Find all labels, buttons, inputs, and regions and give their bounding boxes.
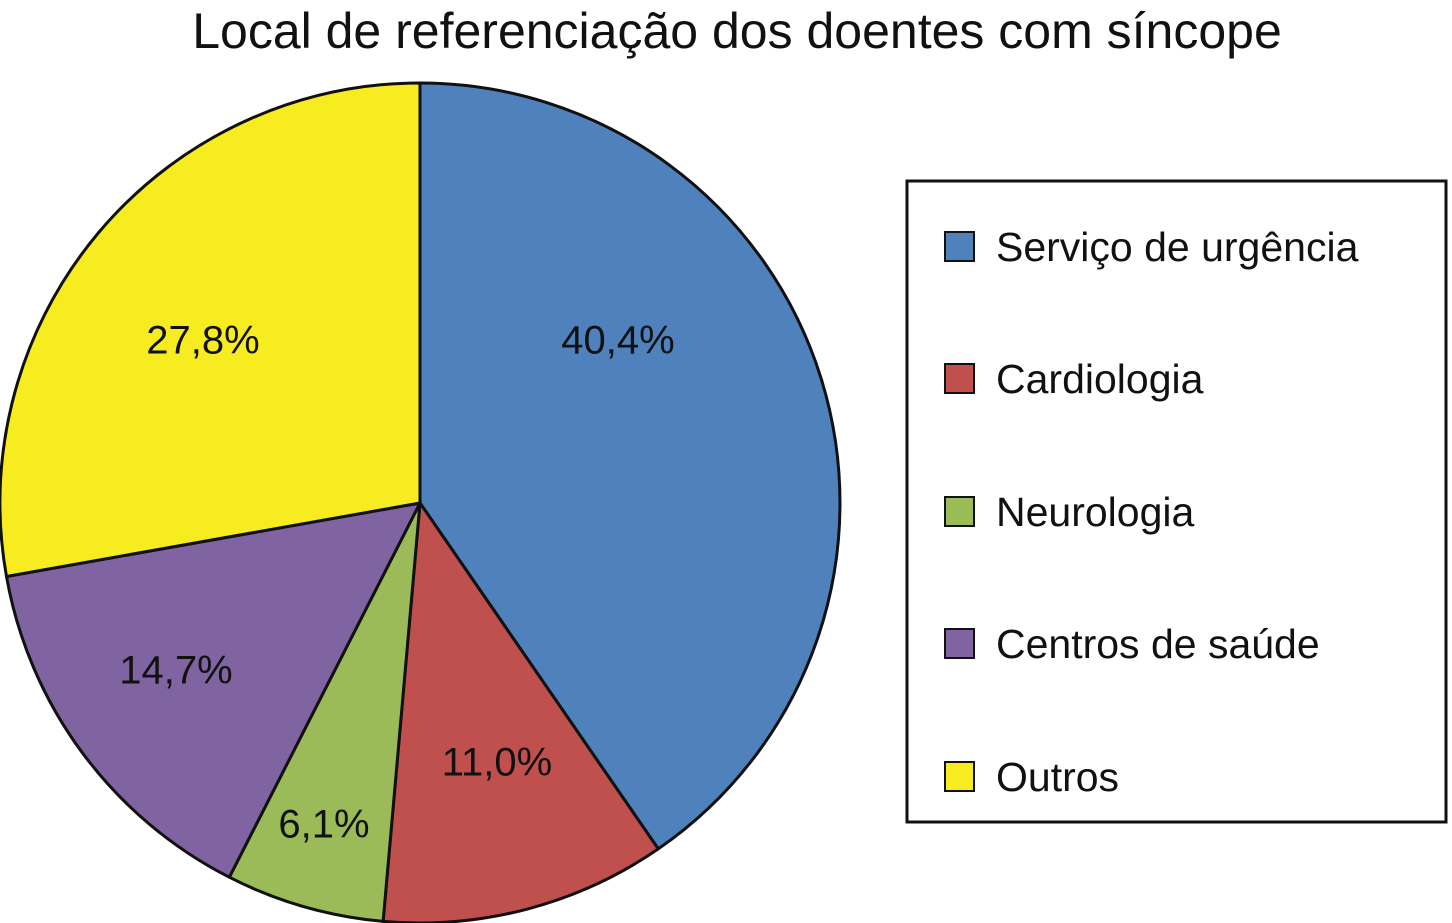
slice-label-neurologia: 6,1% [278,803,369,847]
pie-slice-servico-de-urgencia [418,81,842,851]
legend-swatch-outros [944,761,975,792]
legend-box [905,179,1448,824]
legend: Serviço de urgência Cardiologia Neurologia… [905,179,1448,824]
slice-labels: 40,4% 11,0% 6,1% 14,7% 27,8% [119,319,674,847]
slice-label-centros-de-saude: 14,7% [119,649,232,693]
pie-slice-neurologia [227,501,422,923]
pie-slices [0,81,842,923]
chart-title: Local de referenciação dos doentes com s… [192,3,1282,59]
slice-label-cardiologia: 11,0% [442,741,552,785]
legend-label-neurologia: Neurologia [996,489,1194,535]
slice-label-servico-de-urgencia: 40,4% [561,319,674,363]
legend-label-cardiologia: Cardiologia [996,356,1204,402]
legend-swatch-servico-de-urgencia [944,231,975,262]
legend-label-servico-de-urgencia: Serviço de urgência [996,224,1359,270]
pie-slice-outros [0,81,422,579]
slice-label-outros: 27,8% [146,319,259,363]
legend-label-outros: Outros [996,754,1119,800]
legend-swatch-cardiologia [944,363,975,394]
pie-slice-centros-de-saude [4,501,422,879]
legend-swatch-centros-de-saude [944,628,975,659]
legend-label-centros-de-saude: Centros de saúde [996,621,1320,667]
legend-swatch-neurologia [944,496,975,527]
